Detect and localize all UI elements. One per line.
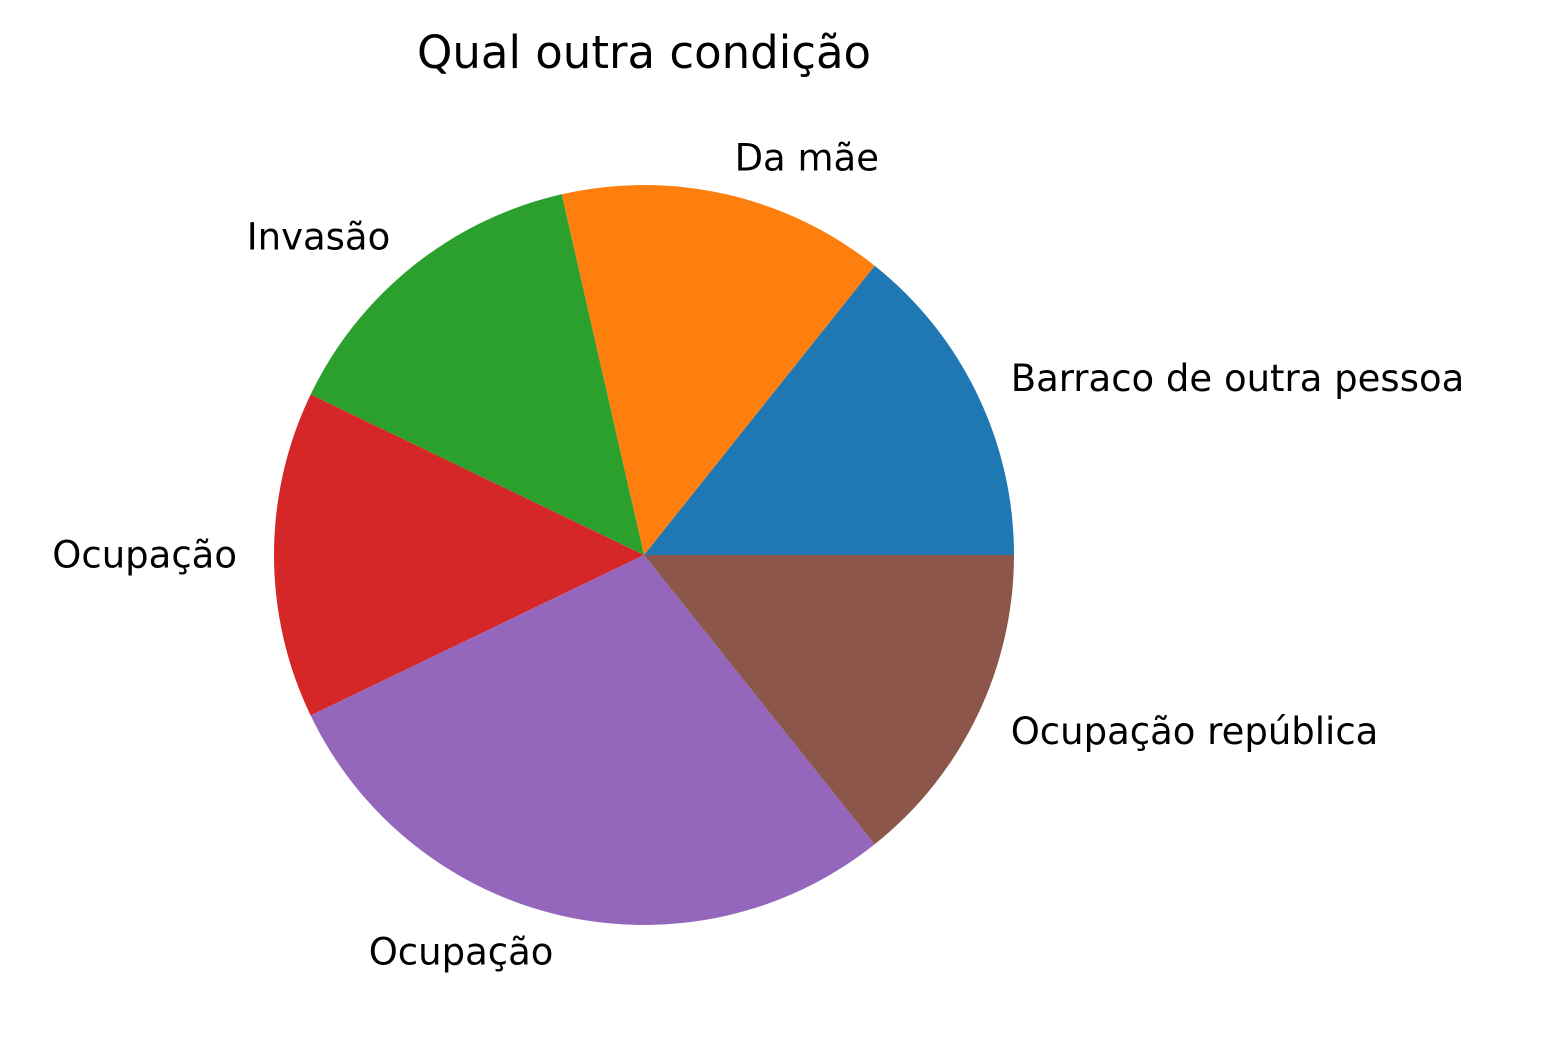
pie-slices <box>273 185 1014 926</box>
pie-slice-label-1: Da mãe <box>735 137 879 180</box>
pie-slice-4 <box>310 555 875 926</box>
pie-slice-label-2: Invasão <box>247 215 391 258</box>
pie-slice-label-3: Ocupação <box>52 534 237 577</box>
pie-slice-1 <box>561 185 875 556</box>
pie-slice-label-4: Ocupação <box>369 930 554 973</box>
pie-slice-3 <box>273 394 644 716</box>
pie-labels: Barraco de outra pessoa Da mãe Invasão Ocup… <box>52 137 1464 974</box>
pie-slice-label-0: Barraco de outra pessoa <box>1011 357 1465 400</box>
pie-slice-label-5: Ocupação república <box>1011 710 1379 753</box>
pie-slice-0 <box>644 265 1014 555</box>
pie-slice-5 <box>644 555 1014 845</box>
pie-slice-2 <box>310 194 644 555</box>
chart-title: Qual outra condição <box>417 26 871 79</box>
